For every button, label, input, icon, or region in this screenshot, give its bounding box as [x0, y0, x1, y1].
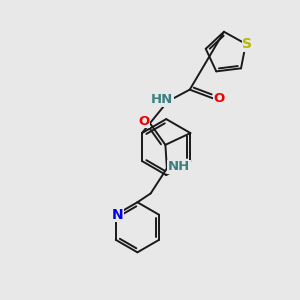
Text: N: N — [111, 208, 123, 222]
Text: O: O — [214, 92, 225, 105]
Text: S: S — [242, 37, 252, 51]
Text: HN: HN — [151, 93, 173, 106]
Text: NH: NH — [168, 160, 190, 173]
Text: O: O — [139, 115, 150, 128]
